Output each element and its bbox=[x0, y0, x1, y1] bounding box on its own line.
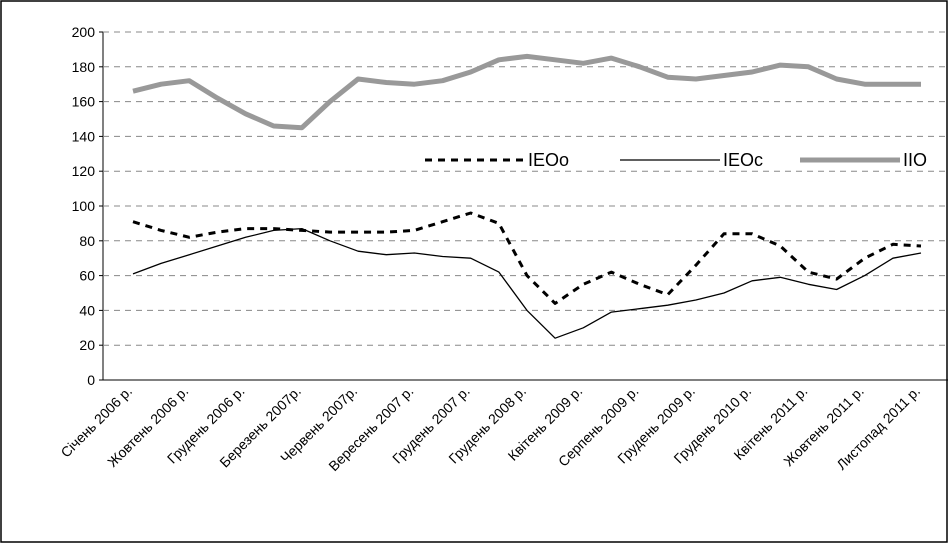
y-tick-label: 100 bbox=[72, 198, 96, 214]
y-tick-label: 200 bbox=[72, 24, 96, 40]
legend-label: IEOc bbox=[723, 150, 763, 170]
y-tick-label: 160 bbox=[72, 94, 96, 110]
legend-label: IIO bbox=[903, 150, 927, 170]
y-tick-label: 180 bbox=[72, 59, 96, 75]
series-line bbox=[132, 227, 922, 339]
series-line bbox=[132, 211, 922, 305]
y-tick-label: 120 bbox=[72, 163, 96, 179]
y-tick-label: 40 bbox=[79, 302, 95, 318]
y-tick-label: 60 bbox=[79, 268, 95, 284]
y-tick-label: 20 bbox=[79, 337, 95, 353]
y-tick-label: 0 bbox=[87, 372, 95, 388]
legend-label: IEOo bbox=[528, 150, 569, 170]
y-tick-label: 80 bbox=[79, 233, 95, 249]
series-line bbox=[132, 53, 921, 131]
y-tick-label: 140 bbox=[72, 128, 96, 144]
